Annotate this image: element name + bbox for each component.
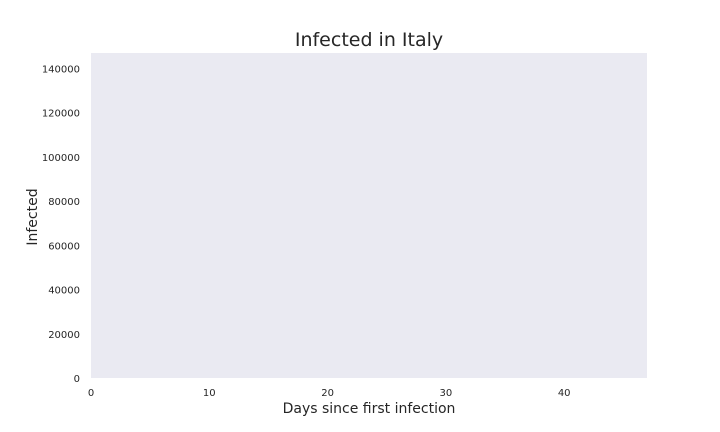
y-axis-label: Infected [25, 188, 41, 245]
y-tick-label: 140000 [42, 64, 80, 75]
y-tick-label: 100000 [42, 153, 80, 164]
x-tick-label: 20 [321, 388, 334, 399]
x-tick-label: 30 [440, 388, 453, 399]
x-tick-label: 0 [88, 388, 94, 399]
chart-title: Infected in Italy [295, 29, 443, 51]
x-tick-label: 10 [203, 388, 216, 399]
y-tick-label: 60000 [48, 241, 80, 252]
x-axis-label: Days since first infection [283, 401, 456, 417]
y-tick-labels: 0 20000 40000 60000 80000 100000 120000 140000 [42, 64, 80, 385]
y-tick-label: 0 [74, 374, 80, 385]
x-tick-label: 40 [558, 388, 571, 399]
y-tick-label: 80000 [48, 197, 80, 208]
x-tick-labels: 0 10 20 30 40 [88, 388, 571, 399]
y-tick-label: 20000 [48, 330, 80, 341]
plot-area [91, 53, 647, 378]
y-tick-label: 40000 [48, 286, 80, 297]
y-tick-label: 120000 [42, 109, 80, 120]
